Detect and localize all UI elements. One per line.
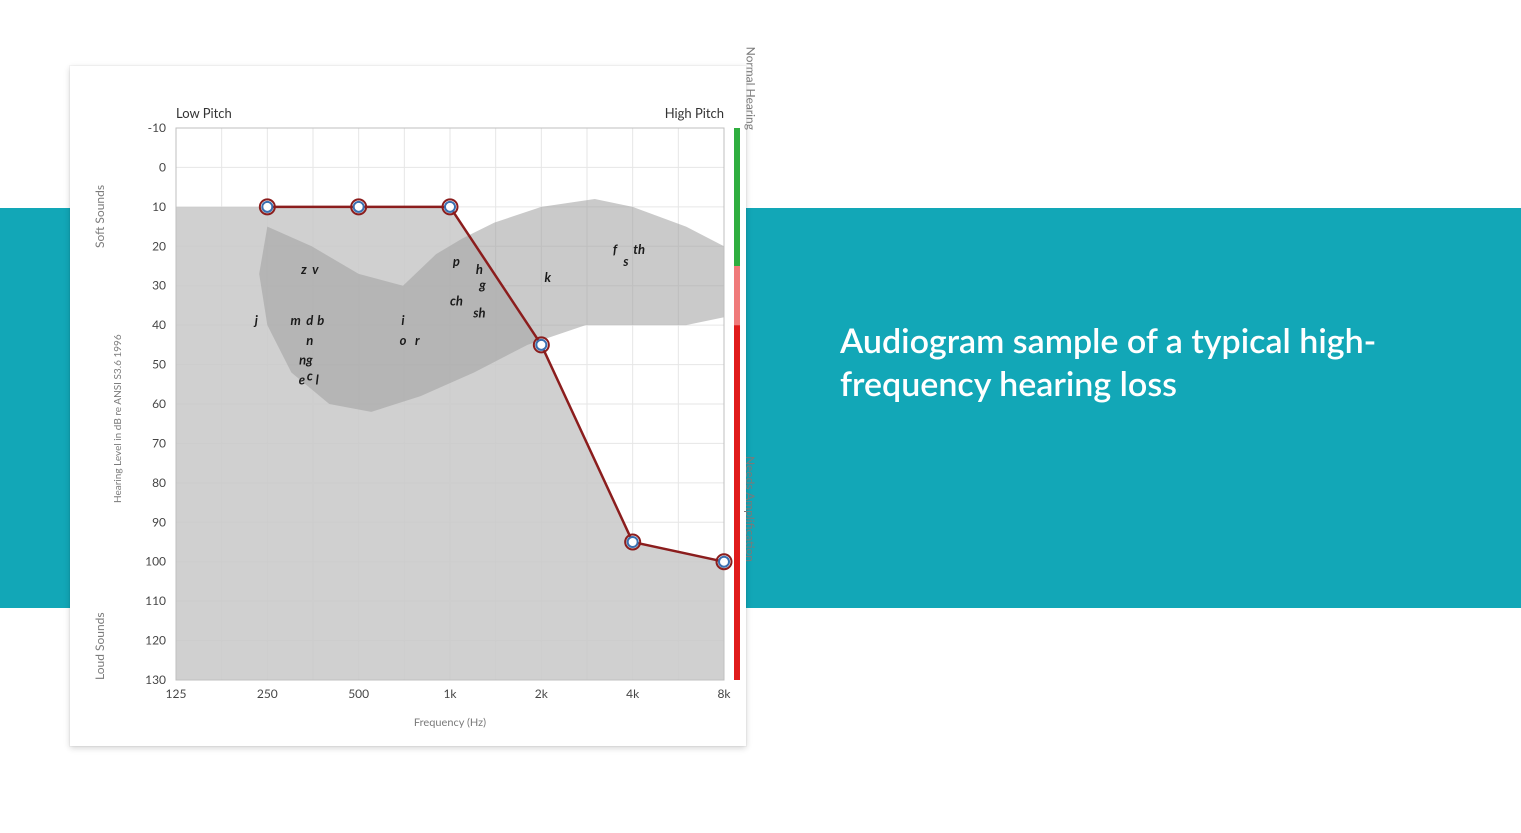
- phoneme: d: [306, 312, 313, 328]
- phoneme: ch: [450, 292, 463, 308]
- y-tick: 120: [145, 633, 166, 648]
- y-tick: 60: [152, 396, 166, 411]
- phoneme: v: [312, 261, 319, 277]
- y-tick: 40: [152, 317, 166, 332]
- y-tick: 90: [152, 514, 166, 529]
- phoneme: h: [476, 261, 483, 277]
- severity-bar-segment: [734, 128, 740, 266]
- phoneme: m: [291, 312, 301, 328]
- y-axis-label: Hearing Level in dB re ANSI S3.6 1996: [112, 335, 124, 504]
- y-tick: 110: [145, 593, 166, 608]
- phoneme: c: [307, 367, 313, 383]
- phoneme: g: [478, 277, 486, 293]
- phoneme: r: [415, 332, 420, 348]
- x-tick: 8k: [717, 686, 731, 701]
- top-left-label: Low Pitch: [176, 105, 232, 121]
- audiogram-card: Soft Sounds Hearing Level in dB re ANSI …: [70, 66, 746, 746]
- phoneme: n: [306, 332, 313, 348]
- y-tick: 100: [145, 554, 166, 569]
- y-tick: -10: [148, 120, 166, 135]
- threshold-marker: [536, 340, 546, 350]
- severity-bar-segment: [734, 266, 740, 325]
- x-axis-label: Frequency (Hz): [414, 716, 486, 729]
- threshold-marker: [262, 202, 272, 212]
- phoneme: th: [633, 241, 645, 257]
- phoneme: e: [299, 371, 305, 387]
- x-tick: 4k: [626, 686, 640, 701]
- audiogram-svg: -10 0 10 20 30 40 50 60 70 80 90 100 110 120 130125 250…: [70, 66, 746, 746]
- phoneme: p: [453, 253, 460, 269]
- y-tick: 0: [159, 159, 166, 174]
- y-tick: 130: [145, 672, 166, 687]
- x-tick: 2k: [535, 686, 549, 701]
- phoneme: z: [300, 261, 307, 277]
- y-tick: 20: [152, 238, 166, 253]
- threshold-marker: [354, 202, 364, 212]
- threshold-marker: [445, 202, 455, 212]
- top-right-label: High Pitch: [665, 105, 724, 121]
- threshold-marker: [719, 557, 729, 567]
- y-tick: 50: [152, 357, 166, 372]
- left-label-soft: Soft Sounds: [92, 185, 107, 248]
- y-tick: 80: [152, 475, 166, 490]
- x-tick: 250: [257, 686, 278, 701]
- phoneme: sh: [472, 304, 485, 320]
- caption-text: Audiogram sample of a typical high-frequ…: [840, 320, 1440, 405]
- severity-bar-segment: [734, 325, 740, 680]
- x-tick: 125: [166, 686, 187, 701]
- phoneme: k: [545, 269, 552, 285]
- phoneme: o: [400, 332, 407, 348]
- y-tick: 30: [152, 278, 166, 293]
- x-tick: 500: [348, 686, 369, 701]
- phoneme: b: [317, 312, 324, 328]
- y-tick: 70: [152, 435, 166, 450]
- threshold-marker: [628, 537, 638, 547]
- phoneme: ng: [299, 352, 313, 368]
- right-label-amp: Needs Amplification: [743, 456, 758, 562]
- phoneme: f: [613, 241, 618, 257]
- x-tick: 1k: [443, 686, 457, 701]
- phoneme: s: [622, 253, 629, 269]
- left-label-loud: Loud Sounds: [92, 612, 107, 680]
- right-label-normal: Normal Hearing: [743, 47, 758, 130]
- y-tick: 10: [152, 199, 166, 214]
